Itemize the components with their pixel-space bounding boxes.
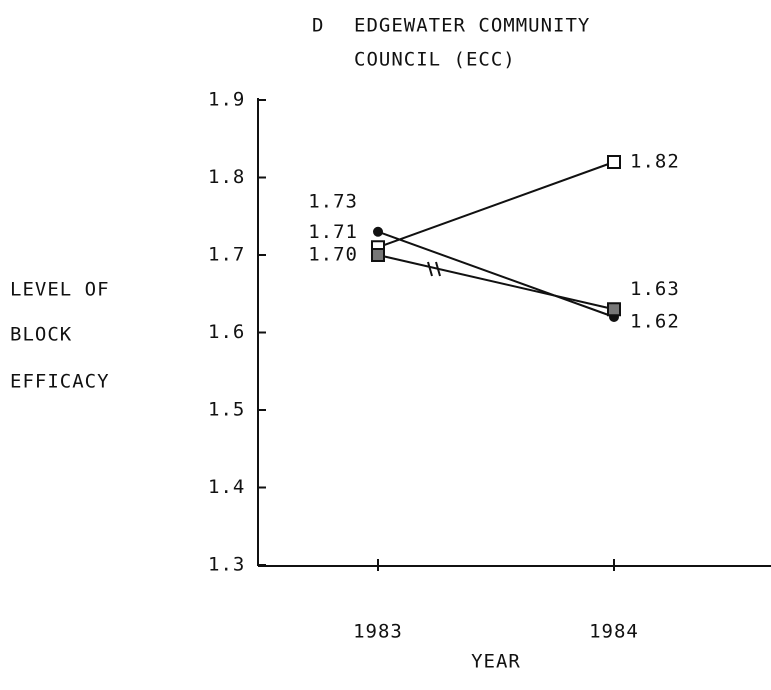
y-tick-label: 1.3 — [208, 554, 245, 576]
y-tick-label: 1.9 — [208, 89, 245, 111]
marker — [373, 226, 383, 237]
data-label: 1.70 — [308, 244, 358, 266]
line — [377, 161, 615, 249]
data-label: 1.73 — [308, 190, 358, 212]
data-label: 1.63 — [630, 278, 680, 300]
chart-title: EDGEWATER COMMUNITY — [354, 15, 590, 37]
y-axis-label: EFFICACY — [10, 371, 110, 393]
y-axis-label: LEVEL OF — [10, 279, 110, 301]
x-tick-label: 1984 — [589, 621, 639, 643]
line — [377, 254, 615, 311]
marker — [371, 248, 385, 262]
title-letter: D — [312, 15, 324, 37]
y-tick-label: 1.5 — [208, 399, 245, 421]
line — [377, 230, 615, 318]
x-axis-label: YEAR — [471, 651, 521, 673]
marker — [607, 155, 621, 169]
data-label: 1.71 — [308, 221, 358, 243]
marker — [607, 302, 621, 317]
y-axis-label: BLOCK — [10, 324, 72, 346]
x-tick-label: 1983 — [353, 621, 403, 643]
data-label: 1.62 — [630, 311, 680, 333]
y-tick-label: 1.7 — [208, 244, 245, 266]
y-tick-label: 1.8 — [208, 166, 245, 188]
break-mark — [427, 261, 433, 277]
y-tick-label: 1.6 — [208, 321, 245, 343]
data-label: 1.82 — [630, 151, 680, 173]
y-tick-label: 1.4 — [208, 476, 245, 498]
chart-title: COUNCIL (ECC) — [354, 49, 516, 71]
